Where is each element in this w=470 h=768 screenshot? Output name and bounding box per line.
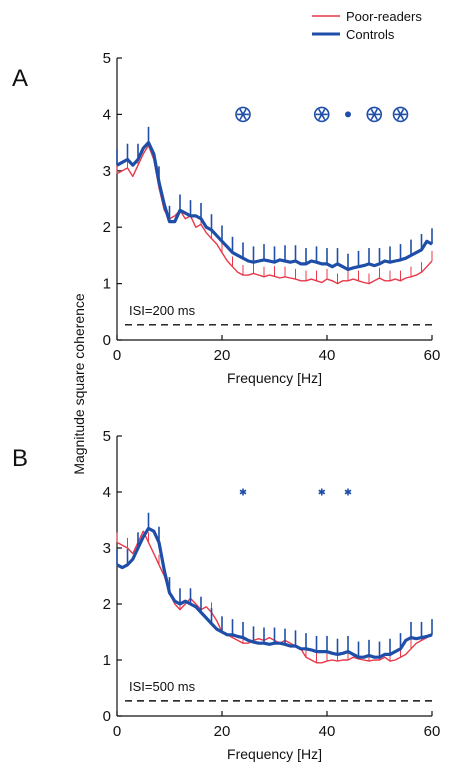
y-tick-label: 4 [103, 484, 111, 501]
marker-ring [366, 106, 383, 123]
significance-marker [392, 106, 409, 123]
panel-b: B 0 1 2 3 4 5 0 20 40 60 Frequency [Hz] ISI=500 ms [12, 428, 440, 762]
significance-marker [313, 106, 330, 123]
marker-ring [235, 106, 251, 123]
series-controls [116, 512, 433, 659]
y-axis-label: Magnitude square coherence [71, 293, 87, 475]
x-tick-label: 20 [214, 723, 231, 740]
significance-marker [344, 488, 352, 496]
y-tick-label: 2 [103, 596, 111, 613]
x-tick-label: 0 [113, 347, 121, 364]
y-tick-label: 5 [103, 50, 111, 67]
significance-marker [235, 106, 251, 123]
x-tick-label: 40 [319, 723, 336, 740]
marker-spoke [239, 108, 247, 120]
x-tick-label: 60 [424, 723, 441, 740]
y-tick-label: 3 [103, 540, 111, 557]
marker-spoke [396, 108, 405, 120]
marker-asterisk-stroke [239, 489, 247, 495]
x-axis-label: Frequency [Hz] [227, 370, 322, 386]
x-tick-label: 0 [113, 723, 121, 740]
series-line [116, 141, 433, 272]
panel-letter: B [12, 445, 28, 472]
significance-marker [239, 488, 247, 496]
y-tick-label: 1 [103, 276, 111, 293]
marker-spoke [318, 108, 326, 120]
panel-a: A 0 1 2 3 4 5 0 20 40 60 Frequency [Hz] ISI=200 ms [12, 50, 440, 386]
marker-dot [345, 111, 351, 118]
marker-ring [392, 106, 409, 123]
x-axis-label: Frequency [Hz] [227, 746, 322, 762]
marker-asterisk-stroke [318, 489, 326, 495]
y-tick-label: 4 [103, 106, 111, 123]
y-tick-label: 0 [103, 332, 111, 349]
legend: Poor-readers Controls [312, 9, 422, 42]
y-tick-label: 5 [103, 428, 111, 445]
y-tick-label: 2 [103, 219, 111, 236]
marker-spoke [370, 108, 378, 120]
legend-label-poor-readers: Poor-readers [346, 9, 422, 24]
series-line [116, 526, 433, 659]
significance-marker [366, 106, 383, 123]
y-tick-label: 1 [103, 652, 111, 669]
x-tick-label: 60 [424, 347, 441, 364]
series-controls [116, 126, 433, 272]
marker-ring [313, 106, 330, 123]
isi-annotation: ISI=500 ms [129, 679, 196, 694]
significance-marker [345, 111, 351, 118]
y-tick-label: 3 [103, 163, 111, 180]
marker-asterisk-stroke [344, 489, 352, 495]
significance-marker [318, 488, 326, 496]
legend-label-controls: Controls [346, 27, 395, 42]
isi-annotation: ISI=200 ms [129, 303, 196, 318]
x-tick-label: 40 [319, 347, 336, 364]
panel-letter: A [12, 65, 28, 92]
x-tick-label: 20 [214, 347, 231, 364]
y-tick-label: 0 [103, 708, 111, 725]
